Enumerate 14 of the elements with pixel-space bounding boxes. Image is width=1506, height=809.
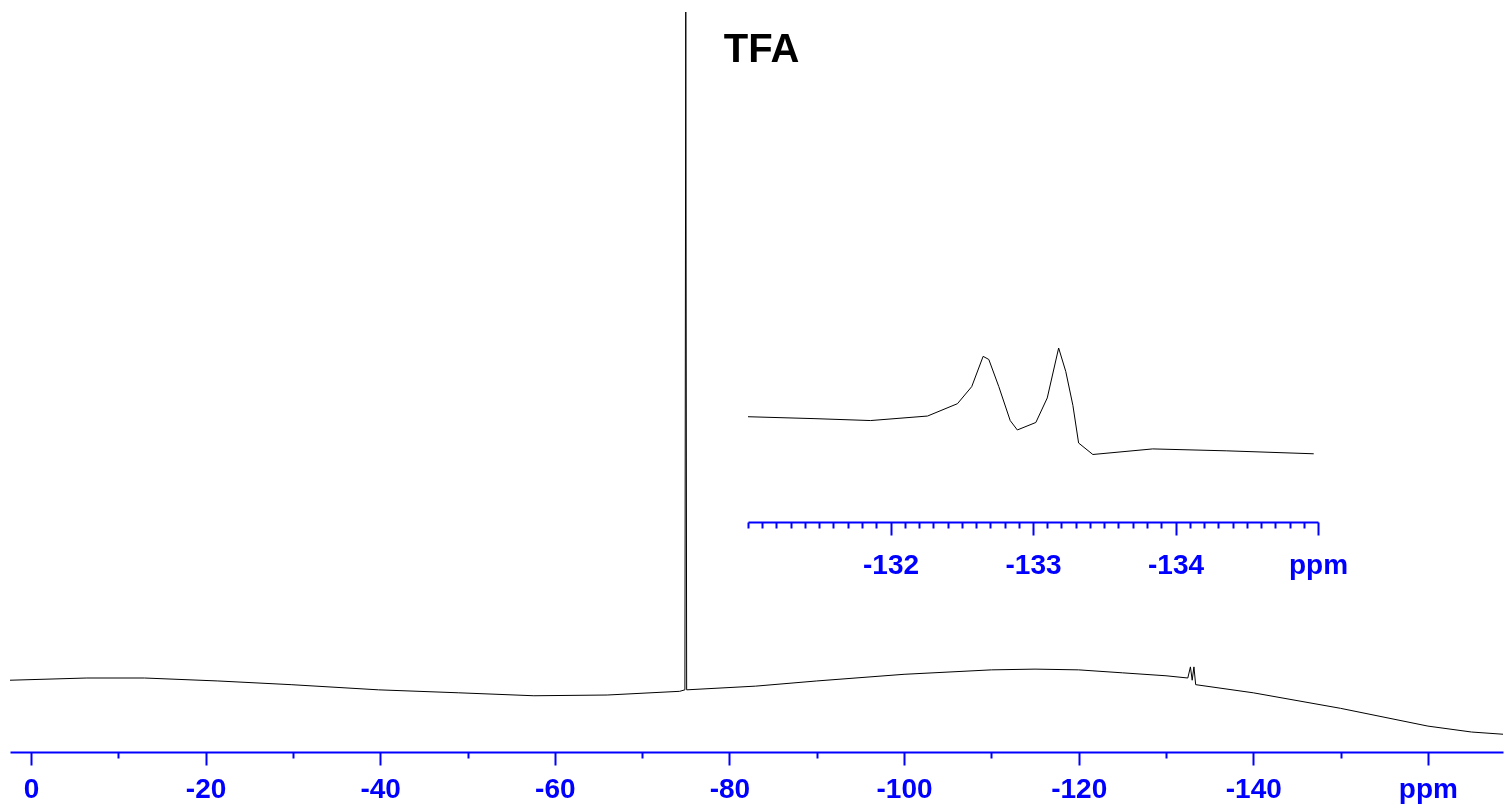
x-tick-label: -140 xyxy=(1225,772,1282,804)
x-tick-label: -134 xyxy=(1147,548,1205,580)
x-tick-label: -100 xyxy=(876,772,933,804)
x-tick-label: ppm xyxy=(1288,548,1349,580)
x-tick-label: -20 xyxy=(185,772,227,804)
x-tick-label: -40 xyxy=(360,772,401,804)
x-tick-label: ppm xyxy=(1398,772,1458,804)
x-tick-label: -133 xyxy=(1005,548,1062,580)
annotation: TFA xyxy=(723,26,800,70)
x-tick-label: -60 xyxy=(535,772,576,804)
x-tick-label: -132 xyxy=(862,548,920,580)
x-tick-label: -80 xyxy=(709,772,751,804)
x-tick-label: -120 xyxy=(1051,772,1108,804)
x-tick-label: 0 xyxy=(23,772,40,804)
